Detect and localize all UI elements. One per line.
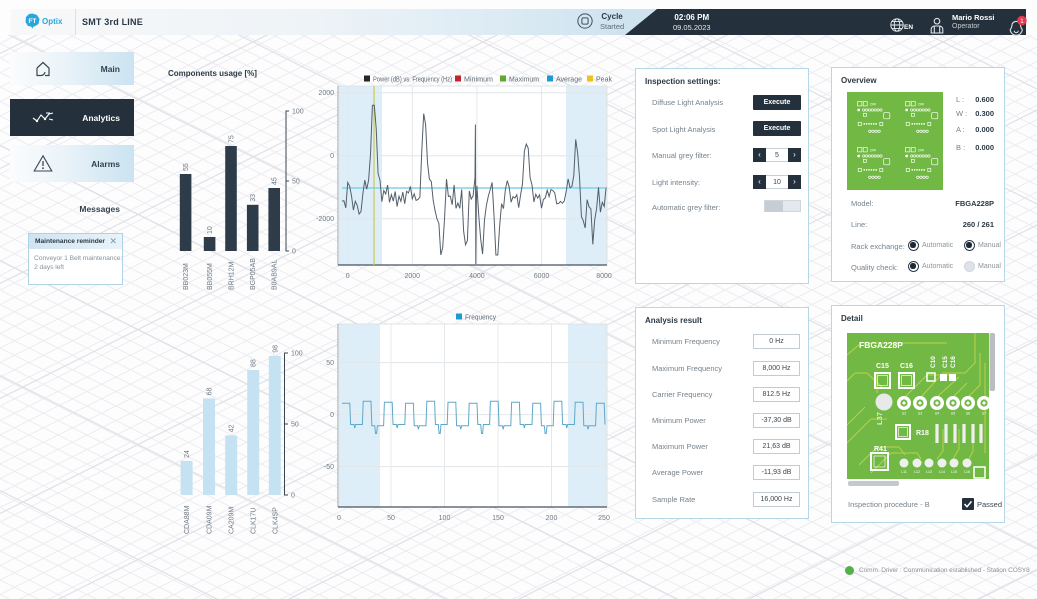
svg-text:10: 10 (207, 226, 214, 234)
svg-text:B0AB9AL: B0AB9AL (272, 260, 279, 290)
svg-text:75: 75 (229, 135, 236, 143)
svg-text:4000: 4000 (469, 273, 485, 280)
svg-text:0: 0 (291, 493, 295, 500)
svg-text:CDA09M: CDA09M (207, 505, 214, 534)
svg-text:L37: L37 (875, 412, 884, 425)
svg-text:CA209M: CA209M (229, 507, 236, 534)
svg-text:50: 50 (387, 515, 395, 522)
svg-text:88: 88 (251, 359, 258, 367)
svg-text:24: 24 (184, 450, 191, 458)
svg-text:U7: U7 (982, 412, 987, 416)
svg-text:0: 0 (330, 153, 334, 160)
svg-text:0: 0 (337, 515, 341, 522)
svg-text:Frequency: Frequency (465, 315, 496, 322)
svg-text:BB023M: BB023M (183, 263, 190, 290)
svg-text:6000: 6000 (534, 273, 550, 280)
svg-text:BB055M: BB055M (207, 263, 214, 290)
svg-text:U5: U5 (951, 412, 956, 416)
svg-text:L16: L16 (964, 470, 970, 474)
svg-text:CLK17U: CLK17U (251, 508, 258, 534)
svg-text:CLK4SP: CLK4SP (272, 507, 279, 534)
svg-text:L11: L11 (901, 470, 907, 474)
svg-text:U3: U3 (918, 412, 923, 416)
svg-text:Maximum: Maximum (509, 77, 539, 84)
svg-text:50: 50 (326, 360, 334, 367)
svg-text:L12: L12 (914, 470, 920, 474)
svg-text:42: 42 (229, 425, 236, 433)
svg-text:100: 100 (439, 515, 451, 522)
svg-text:L15: L15 (951, 470, 957, 474)
svg-text:Power (dB) vs. Frequency (Hz): Power (dB) vs. Frequency (Hz) (373, 77, 452, 84)
svg-text:55: 55 (183, 163, 190, 171)
svg-text:250: 250 (598, 515, 610, 522)
svg-text:U6: U6 (966, 412, 971, 416)
svg-text:1: 1 (1020, 18, 1024, 25)
svg-text:2000: 2000 (405, 273, 421, 280)
svg-text:C10: C10 (930, 356, 937, 368)
svg-text:Components usage [%]: Components usage [%] (168, 69, 257, 78)
svg-text:R41: R41 (874, 446, 887, 453)
svg-text:0: 0 (330, 412, 334, 419)
svg-text:100: 100 (292, 109, 304, 116)
svg-text:8000: 8000 (596, 273, 612, 280)
svg-text:2000: 2000 (318, 90, 334, 97)
svg-text:-50: -50 (324, 464, 334, 471)
svg-text:50: 50 (291, 422, 299, 429)
svg-text:200: 200 (546, 515, 558, 522)
svg-text:98: 98 (272, 345, 279, 353)
svg-text:R18: R18 (916, 430, 929, 437)
svg-text:C16: C16 (900, 363, 913, 370)
svg-text:U4: U4 (935, 412, 940, 416)
svg-text:68: 68 (207, 388, 214, 396)
svg-text:150: 150 (492, 515, 504, 522)
svg-text:FT: FT (29, 18, 37, 25)
svg-text:Peak: Peak (596, 77, 612, 84)
svg-text:L14: L14 (939, 470, 945, 474)
svg-text:Average: Average (556, 77, 582, 84)
svg-text:50: 50 (292, 179, 300, 186)
svg-text:U2: U2 (902, 412, 907, 416)
svg-text:100: 100 (291, 351, 303, 358)
svg-text:0: 0 (346, 273, 350, 280)
svg-text:BGP05AB: BGP05AB (250, 258, 257, 290)
svg-text:C15: C15 (876, 363, 889, 370)
svg-text:C15: C15 (942, 356, 949, 368)
svg-text:FBGA228P: FBGA228P (859, 340, 903, 350)
svg-text:0: 0 (292, 249, 296, 256)
svg-text:33: 33 (250, 194, 257, 202)
svg-text:L13: L13 (926, 470, 932, 474)
svg-text:Minimum: Minimum (464, 77, 493, 84)
svg-text:-2000: -2000 (316, 216, 334, 223)
svg-text:CDA88M: CDA88M (184, 505, 191, 534)
svg-text:BRH12M: BRH12M (229, 261, 236, 290)
svg-text:C16: C16 (950, 356, 957, 368)
svg-text:45: 45 (272, 177, 279, 185)
svg-text:C##: C## (870, 103, 876, 107)
